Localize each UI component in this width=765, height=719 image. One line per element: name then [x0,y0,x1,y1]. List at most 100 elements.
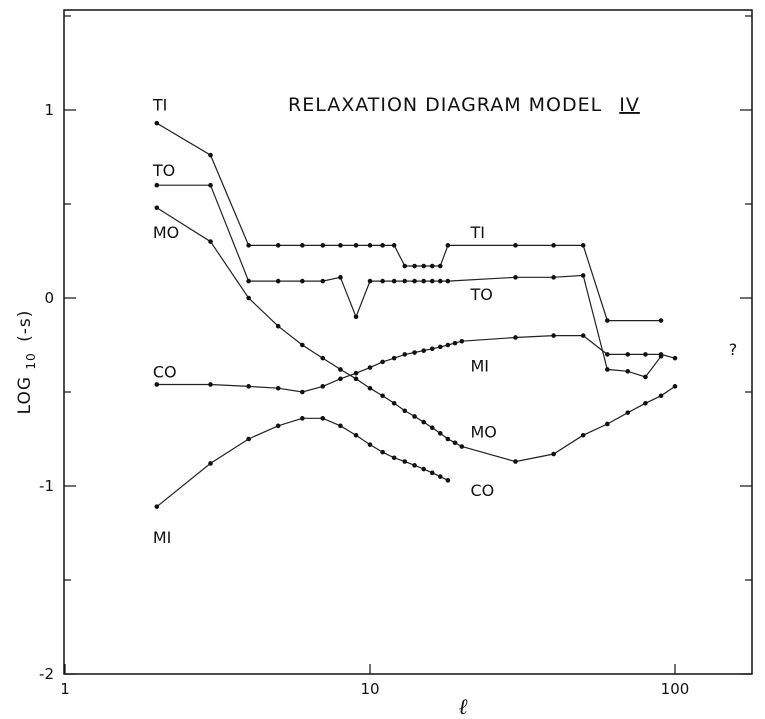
data-point-mi [402,459,408,464]
data-point-mi [338,423,343,429]
data-point-to [246,278,251,284]
data-point-mi [246,436,251,442]
data-point-co [300,389,305,395]
data-point-mi [300,416,305,421]
y-axis-label: LOG 10 (-s) [15,310,40,415]
data-point-co [551,333,556,338]
data-point-co [246,384,251,389]
data-point-ti [320,243,326,248]
y-tick-label: 1 [44,101,54,119]
x-tick-label: 100 [661,680,690,698]
data-point-ti [300,243,305,248]
data-point-mo [367,385,373,391]
series-points [154,120,678,509]
data-point-mo [605,421,610,427]
data-point-mo [246,295,251,301]
data-point-mi [437,474,443,479]
y-axis-label-paren: (-s) [15,310,35,342]
data-point-co [658,352,664,357]
series-label-ti: TI [469,223,485,242]
data-point-mo [275,323,281,329]
data-point-co [391,355,397,361]
y-axis-label-sub: 10 [24,352,38,369]
data-point-mo [445,436,451,442]
data-point-co [452,340,458,346]
data-point-mo [513,459,518,464]
annotations: ? [729,340,738,359]
data-point-co [275,385,281,391]
data-point-ti [380,243,385,248]
data-point-to [513,275,518,280]
x-tick-label: 10 [360,680,379,698]
data-point-mo [338,367,343,372]
data-point-ti [580,243,586,248]
data-point-to [367,278,373,284]
data-point-co [580,333,586,338]
data-point-ti [208,152,213,158]
data-point-mo [672,384,678,389]
data-point-ti [605,318,610,323]
data-point-co [421,348,427,353]
data-point-mo [421,419,427,425]
plot-frame [63,9,753,675]
y-tick-label: -2 [39,665,54,683]
data-point-to [625,369,631,374]
data-point-ti [402,263,408,269]
data-point-mo [643,400,648,406]
data-point-mi [429,470,435,476]
data-point-mo [391,400,397,406]
data-point-mo [459,444,465,449]
data-point-ti [513,243,518,248]
data-point-ti [275,243,281,248]
series-label-co: CO [470,481,494,500]
data-point-mi [421,466,427,472]
data-point-to [353,314,359,320]
data-point-to [300,278,305,284]
data-point-to [412,278,417,284]
data-point-to [437,278,443,284]
data-point-co [445,342,451,348]
data-point-co [402,352,408,357]
data-point-ti [367,243,373,248]
data-point-ti [154,120,160,126]
series-line-ti [156,122,661,322]
annotation-question-mark: ? [729,340,738,359]
data-point-mi [445,478,451,483]
data-point-mo [380,393,385,399]
series-label-mi: MI [153,528,172,547]
data-point-co [380,359,385,365]
data-point-to [208,182,213,188]
y-tick-label: -1 [39,477,54,495]
data-point-mo [658,393,664,399]
chart-title-text: RELAXATION DIAGRAM MODEL [288,94,602,116]
data-point-co [429,346,435,352]
data-point-mi [391,455,397,461]
series-labels: TI TI TO TO MO MO CO CO MI MI [152,95,497,546]
data-point-to [580,273,586,278]
data-point-mo [300,342,305,348]
data-point-ti [429,263,435,269]
data-point-mo [551,451,556,457]
series-label-mo: MO [153,223,179,242]
y-tick-label: 0 [44,289,54,307]
data-point-mo [580,432,586,438]
data-point-co [353,370,359,376]
data-point-to [338,275,343,280]
data-point-ti [338,243,343,248]
data-point-ti [412,263,417,269]
chart-title-numeral: IV [619,94,640,116]
data-point-co [605,352,610,357]
data-point-mi [154,504,160,509]
data-point-mi [367,442,373,447]
data-point-co [154,382,160,387]
data-point-mi [208,461,213,466]
data-point-to [275,278,281,284]
data-point-co [437,344,443,350]
data-point-mo [452,440,458,446]
data-point-to [551,275,556,280]
data-point-co [625,352,631,357]
chart-title: RELAXATION DIAGRAM MODEL IV [288,94,640,116]
data-point-to [402,278,408,284]
